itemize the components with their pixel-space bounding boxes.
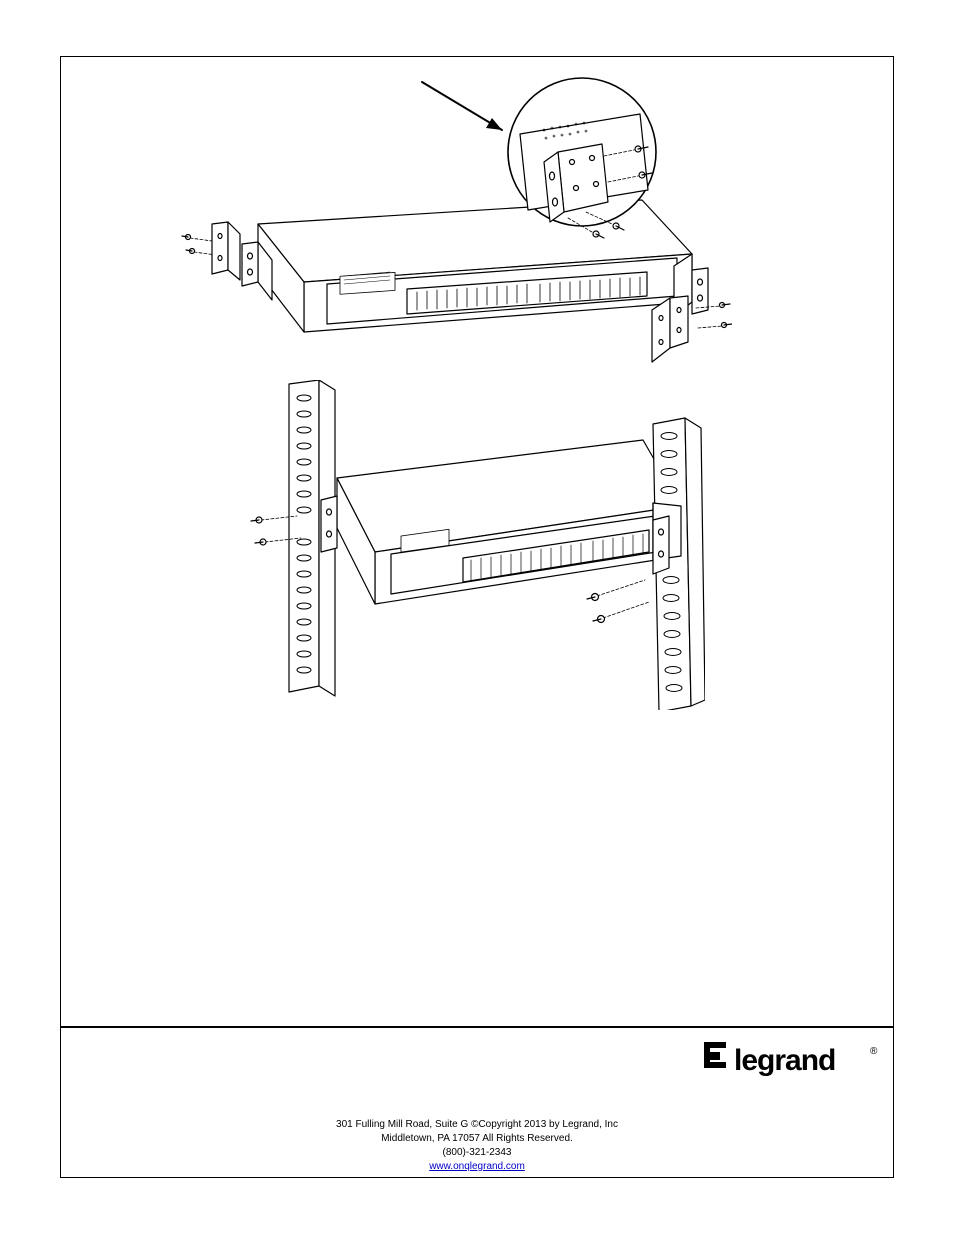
footer-line-1: 301 Fulling Mill Road, Suite G ©Copyrigh… [0, 1118, 954, 1132]
svg-text:®: ® [870, 1046, 878, 1057]
footer-line-2: Middletown, PA 17057 All Rights Reserved… [0, 1132, 954, 1146]
figure-bracket-attach [172, 74, 732, 374]
legrand-logo: legrand ® [702, 1040, 882, 1080]
svg-text:legrand: legrand [734, 1044, 835, 1077]
footer-divider [60, 1026, 894, 1028]
footer-link[interactable]: www.onqlegrand.com [429, 1161, 525, 1172]
figure-rack-mount [245, 380, 705, 710]
footer-line-3: (800)-321-2343 [0, 1146, 954, 1160]
footer-text-block: 301 Fulling Mill Road, Suite G ©Copyrigh… [0, 1118, 954, 1174]
